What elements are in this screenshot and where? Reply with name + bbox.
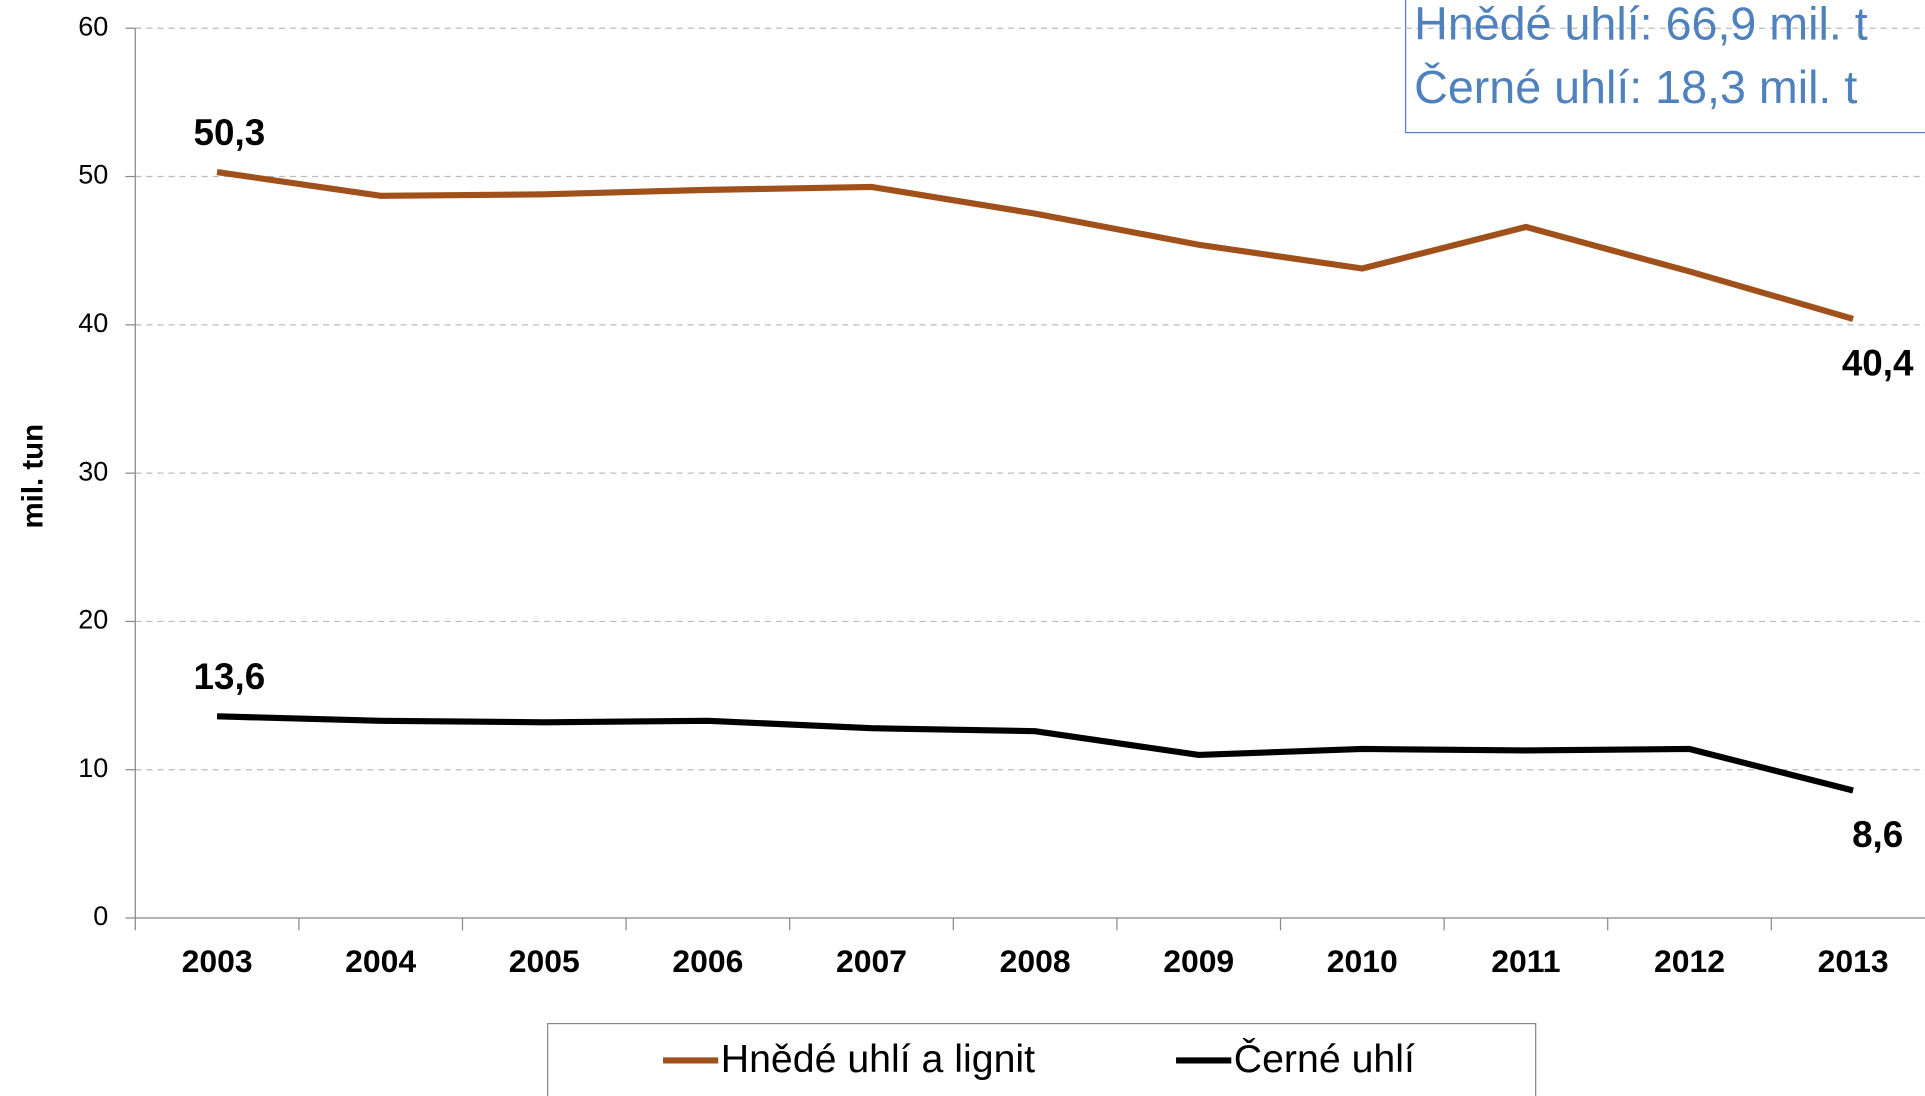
- x-tick-label: 2012: [1654, 943, 1725, 979]
- y-axis-label: mil. tun: [16, 424, 49, 529]
- x-tick-label: 2004: [345, 943, 416, 979]
- y-tick-label: 10: [78, 753, 108, 783]
- y-tick-label: 0: [93, 901, 108, 931]
- data-label: 13,6: [194, 656, 266, 697]
- series-line: [216, 169, 1854, 322]
- data-label: 8,6: [1852, 814, 1903, 855]
- x-tick-label: 2011: [1491, 943, 1560, 979]
- x-tick-label: 2010: [1327, 943, 1398, 979]
- x-tick-label: 2013: [1818, 943, 1889, 979]
- annotation-box: [1404, 0, 1925, 134]
- series-line: [217, 713, 1854, 794]
- legend-label: Černé uhlí: [1234, 1037, 1415, 1081]
- data-label: 40,4: [1842, 342, 1914, 383]
- y-tick-label: 30: [78, 456, 108, 486]
- y-tick-label: 60: [78, 11, 108, 41]
- legend-label: Hnědé uhlí a lignit: [721, 1037, 1035, 1081]
- data-label: 50,3: [194, 112, 266, 153]
- y-tick-label: 50: [78, 160, 108, 190]
- x-tick-label: 2005: [509, 943, 580, 979]
- y-tick-label: 40: [78, 308, 108, 338]
- annotation: Černé uhlí: 18,3 mil. t: [1414, 61, 1857, 113]
- y-tick-label: 20: [78, 605, 108, 635]
- x-tick-label: 2003: [182, 943, 253, 979]
- annotation: Hnědé uhlí: 66,9 mil. t: [1414, 0, 1868, 49]
- x-tick-label: 2009: [1163, 943, 1234, 979]
- x-tick-label: 2006: [672, 943, 743, 979]
- x-tick-label: 2008: [1000, 943, 1071, 979]
- x-tick-label: 2007: [836, 943, 907, 979]
